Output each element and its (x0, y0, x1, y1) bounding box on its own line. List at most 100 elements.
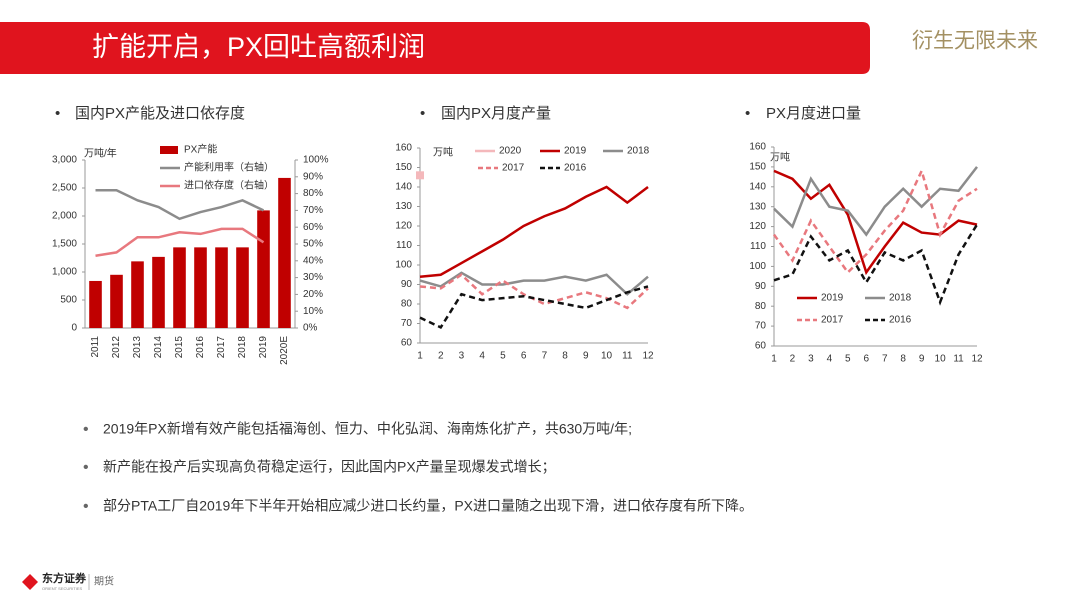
y-tick-label: 100 (749, 261, 766, 272)
bar (152, 256, 165, 328)
x-tick-label: 9 (919, 354, 925, 365)
series-line (419, 185, 649, 278)
bullet-dot: • (55, 105, 60, 122)
section-title: 国内PX月度产量 (441, 105, 551, 122)
legend-label: 产能利用率（右轴） (184, 161, 274, 174)
legend-label: 2019 (564, 146, 587, 157)
bar (215, 247, 228, 328)
y-tick-label: 100 (395, 260, 412, 271)
header-bar (0, 22, 870, 74)
legend-label: 2020 (499, 146, 522, 157)
legend-label: 2016 (889, 315, 912, 326)
x-tick-label: 6 (521, 351, 527, 362)
bar (194, 247, 207, 328)
x-tick-label: 7 (542, 351, 548, 362)
y-tick-label: 90 (401, 279, 413, 290)
x-tick-label: 9 (583, 351, 589, 362)
x-tick-label: 2014 (153, 336, 164, 359)
bullet-dot: • (420, 105, 425, 122)
x-tick-label: 4 (827, 354, 833, 365)
legend-swatch (160, 146, 178, 154)
legend-label: 2016 (564, 163, 587, 174)
bullet-text: 2019年PX新增有效产能包括福海创、恒力、中化弘润、海南炼化扩产，共630万吨… (103, 421, 632, 437)
bar (89, 280, 102, 328)
x-tick-label: 8 (900, 354, 906, 365)
y-tick-label: 140 (749, 181, 766, 192)
y-tick-label: 140 (395, 182, 412, 193)
x-tick-label: 11 (622, 351, 633, 362)
legend-label: 2018 (889, 293, 912, 304)
header-title: 扩能开启，PX回吐高额利润 (92, 32, 425, 62)
y-tick-label: 90 (755, 281, 767, 292)
x-tick-label: 1 (771, 354, 777, 365)
x-tick-label: 11 (953, 354, 964, 365)
point (416, 171, 424, 180)
x-tick-label: 2 (790, 354, 796, 365)
series-line (773, 166, 978, 237)
series-line (772, 167, 978, 275)
x-tick-label: 4 (479, 351, 485, 362)
y2-tick-label: 20% (303, 289, 323, 300)
x-tick-label: 12 (971, 354, 983, 365)
y2-tick-label: 70% (303, 205, 323, 216)
x-tick-label: 2015 (174, 336, 185, 359)
y2-tick-label: 30% (303, 272, 323, 283)
x-tick-label: 5 (845, 354, 851, 365)
slogan: 衍生无限未来 (912, 30, 1038, 53)
x-tick-label: 2020E (279, 336, 290, 365)
y-tick-label: 500 (60, 295, 77, 306)
y-tick-label: 130 (395, 201, 412, 212)
section-title: 国内PX产能及进口依存度 (75, 105, 245, 122)
legend-label: 2017 (502, 163, 525, 174)
y-tick-label: 160 (749, 142, 766, 153)
y-tick-label: 2,500 (52, 183, 77, 194)
y2-tick-label: 80% (303, 188, 323, 199)
y2-tick-label: 100% (303, 155, 329, 166)
series-line (419, 285, 649, 330)
series-line (773, 223, 979, 306)
x-tick-label: 1 (417, 351, 423, 362)
bar (236, 247, 249, 328)
x-tick-label: 2011 (90, 336, 101, 358)
series-line (95, 227, 265, 257)
y-tick-label: 80 (401, 299, 413, 310)
series-line (419, 271, 649, 296)
x-tick-label: 10 (935, 354, 947, 365)
x-tick-label: 2016 (195, 336, 206, 359)
y-tick-label: 2,000 (52, 211, 77, 222)
y-tick-label: 60 (401, 338, 413, 349)
series-line (95, 188, 265, 221)
legend-label: 2019 (821, 293, 844, 304)
x-tick-label: 6 (863, 354, 869, 365)
x-tick-label: 2012 (111, 336, 122, 359)
bullet-text: 新产能在投产后实现高负荷稳定运行，因此国内PX产量呈现爆发式增长； (103, 459, 556, 476)
y-tick-label: 60 (755, 341, 767, 352)
y-tick-label: 3,000 (52, 155, 77, 166)
y-tick-label: 80 (755, 301, 767, 312)
x-tick-label: 2 (438, 351, 444, 362)
y-tick-label: 120 (749, 221, 766, 232)
bullet-dot: • (83, 421, 89, 438)
y2-tick-label: 0% (303, 323, 318, 334)
series-line (773, 169, 978, 276)
y-axis-unit: 万吨/年 (84, 147, 117, 160)
footer-division: 期货 (94, 575, 114, 588)
y-axis-unit: 万吨 (770, 151, 790, 164)
footer-brand-en: ORIENT SECURITIES (42, 586, 82, 591)
bullet-dot: • (83, 459, 89, 476)
y-tick-label: 70 (401, 318, 413, 329)
bullet-dot: • (83, 498, 89, 515)
y-tick-label: 1,000 (52, 267, 77, 278)
x-tick-label: 7 (882, 354, 888, 365)
y2-tick-label: 50% (303, 239, 323, 250)
x-tick-label: 10 (601, 351, 613, 362)
bar (131, 261, 144, 328)
legend-label: 2017 (821, 315, 844, 326)
x-tick-label: 3 (459, 351, 465, 362)
bullet-dot: • (745, 105, 750, 122)
x-tick-label: 2019 (258, 336, 269, 359)
legend-label: 2018 (627, 146, 650, 157)
x-tick-label: 2017 (216, 336, 227, 359)
y-tick-label: 120 (395, 221, 412, 232)
